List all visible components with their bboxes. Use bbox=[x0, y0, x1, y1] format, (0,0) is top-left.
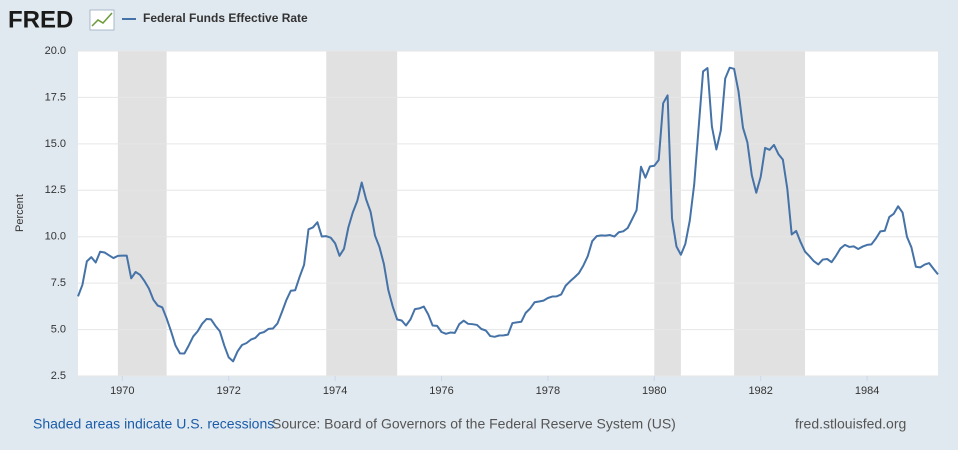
y-tick-label: 20.0 bbox=[45, 45, 66, 57]
y-tick-label: 5.0 bbox=[51, 323, 66, 335]
recession-note[interactable]: Shaded areas indicate U.S. recessions bbox=[33, 416, 274, 432]
y-tick-label: 10.0 bbox=[45, 231, 66, 243]
y-tick-label: 2.5 bbox=[51, 370, 66, 382]
plot-area bbox=[78, 51, 938, 376]
x-tick-label: 1972 bbox=[216, 385, 240, 397]
recession-band bbox=[734, 51, 806, 376]
y-tick-label: 15.0 bbox=[45, 138, 66, 150]
x-tick-label: 1974 bbox=[323, 385, 347, 397]
y-tick-label: 12.5 bbox=[45, 184, 66, 196]
site-link[interactable]: fred.stlouisfed.org bbox=[795, 416, 906, 432]
x-tick-label: 1984 bbox=[855, 385, 879, 397]
legend-label[interactable]: Federal Funds Effective Rate bbox=[143, 11, 308, 25]
x-tick-label: 1982 bbox=[748, 385, 772, 397]
x-tick-label: 1976 bbox=[429, 385, 453, 397]
y-tick-label: 7.5 bbox=[51, 277, 66, 289]
line-series bbox=[77, 66, 939, 363]
logo: FRED bbox=[8, 6, 73, 33]
y-axis-label: Percent bbox=[14, 194, 26, 232]
x-tick-label: 1980 bbox=[642, 385, 666, 397]
source: Source: Board of Governors of the Federa… bbox=[272, 416, 676, 432]
y-tick-label: 17.5 bbox=[45, 91, 66, 103]
recession-band bbox=[326, 51, 398, 376]
logo-icon bbox=[89, 9, 115, 31]
recession-band bbox=[117, 51, 167, 376]
x-tick-label: 1970 bbox=[110, 385, 134, 397]
x-tick-label: 1978 bbox=[536, 385, 560, 397]
